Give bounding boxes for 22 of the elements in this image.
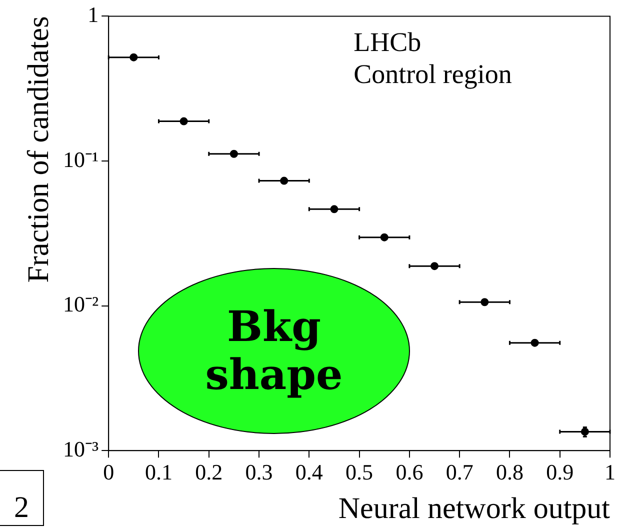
x-tick-label: 0.6	[396, 460, 424, 485]
x-tick-label: 0.1	[144, 460, 172, 485]
x-tick-label: 0.8	[496, 460, 524, 485]
y-tick-label: 10⁻²	[62, 292, 99, 317]
text: 2	[0, 470, 44, 526]
oval-badge: Bkg shape	[138, 268, 410, 434]
x-tick-label: 0.5	[346, 460, 374, 485]
x-tick-label: 0.4	[295, 460, 323, 485]
x-tick-label: 0.2	[195, 460, 223, 485]
annotation: Bkg shape	[204, 302, 344, 399]
y-tick-label: 10⁻¹	[62, 146, 99, 172]
y-axis-title: Fraction of candidates	[22, 16, 55, 283]
annotation: LHCb	[354, 26, 422, 58]
annotation: Control region	[354, 58, 512, 90]
x-axis-title: Neural network output	[338, 492, 611, 525]
x-tick-label: 0.7	[446, 460, 474, 485]
y-tick-label: 10⁻³	[62, 436, 99, 462]
x-tick-label: 0	[103, 460, 114, 485]
x-tick-label: 1	[604, 460, 616, 485]
y-tick-label: 1	[88, 2, 99, 27]
x-tick-label: 0.9	[546, 460, 574, 485]
x-tick-label: 0.3	[245, 460, 273, 485]
